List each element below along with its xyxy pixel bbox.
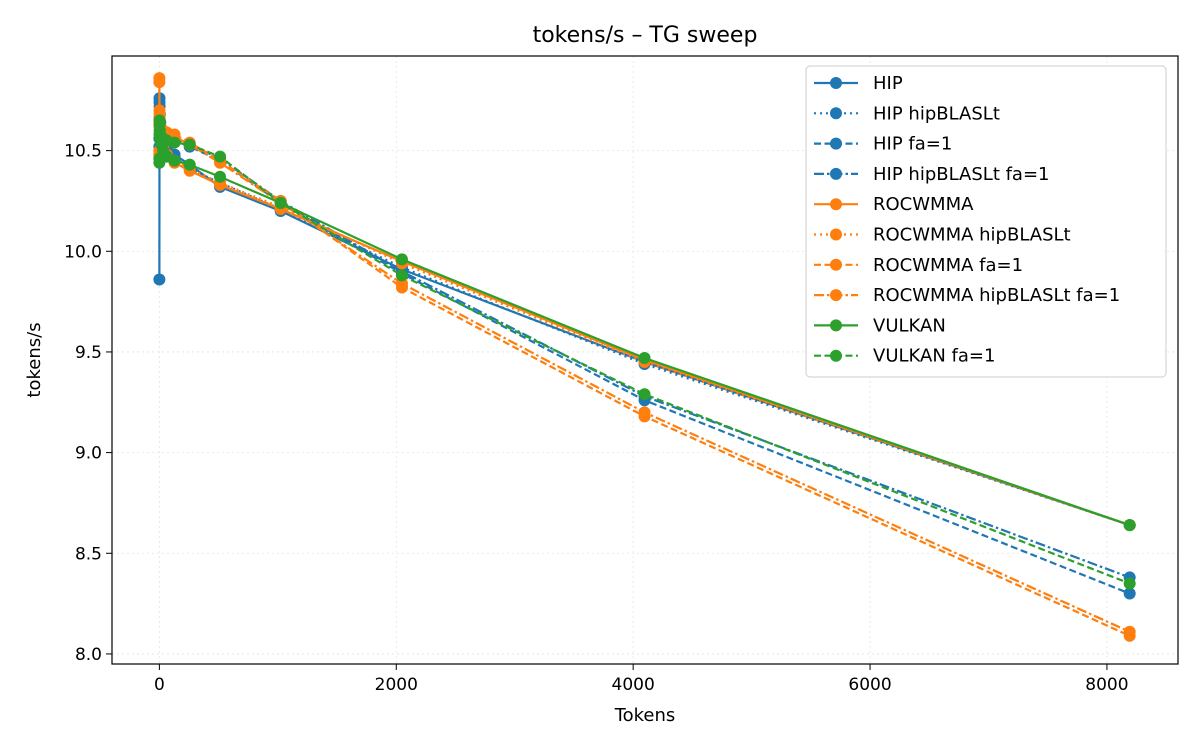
x-tick-label: 6000 — [848, 675, 891, 695]
axis-ticks: 0 2000 4000 6000 8000 8.0 8.5 9.0 9.5 10.0 10.5 — [64, 142, 1128, 695]
legend-item: ROCWMMA hipBLASLt fa=1 — [814, 285, 1120, 306]
legend-label: HIP hipBLASLt fa=1 — [873, 164, 1050, 185]
legend-marker — [830, 137, 842, 150]
legend-label: ROCWMMA hipBLASLt fa=1 — [873, 285, 1120, 306]
legend-label: ROCWMMA hipBLASLt — [873, 225, 1071, 246]
legend-marker — [830, 107, 842, 120]
legend-label: VULKAN fa=1 — [873, 346, 995, 367]
legend-marker — [830, 167, 842, 180]
y-tick-label: 9.0 — [75, 444, 102, 464]
legend-item: VULKAN — [814, 315, 946, 336]
data-point — [183, 138, 196, 151]
data-point — [153, 273, 166, 286]
legend-label: VULKAN — [873, 315, 946, 336]
y-tick-label: 8.5 — [75, 544, 102, 564]
data-point — [638, 351, 651, 364]
data-point — [395, 253, 408, 266]
data-point — [1123, 577, 1136, 590]
legend-item: ROCWMMA — [814, 194, 974, 215]
data-point — [395, 269, 408, 282]
legend-marker — [830, 289, 842, 302]
data-point — [214, 150, 227, 163]
data-point — [1123, 625, 1136, 638]
data-series — [153, 72, 1136, 642]
chart-title: tokens/s – TG sweep — [533, 23, 758, 48]
legend-item: HIP — [814, 73, 903, 94]
legend-box — [805, 65, 1167, 378]
legend-marker — [830, 228, 842, 241]
x-tick-label: 2000 — [375, 675, 418, 695]
legend-marker — [830, 258, 842, 271]
legend-label: HIP fa=1 — [873, 134, 952, 155]
legend-label: HIP — [873, 73, 903, 94]
y-tick-label: 10.5 — [64, 142, 102, 162]
x-tick-label: 8000 — [1085, 675, 1128, 695]
legend-item: HIP hipBLASLt fa=1 — [814, 164, 1050, 185]
legend-label: HIP hipBLASLt — [873, 103, 1000, 124]
legend-marker — [830, 349, 842, 362]
legend-item: VULKAN fa=1 — [814, 346, 995, 367]
legend: HIP HIP hipBLASLt HIP fa=1 HIP hipBLASLt fa… — [805, 65, 1167, 378]
y-tick-label: 8.0 — [75, 645, 102, 665]
data-point — [153, 152, 166, 165]
legend-label: ROCWMMA — [873, 194, 974, 215]
data-point — [183, 158, 196, 171]
data-point — [168, 136, 181, 149]
x-tick-label: 4000 — [612, 675, 655, 695]
x-axis-title: Tokens — [614, 705, 676, 726]
legend-marker — [830, 77, 842, 89]
x-tick-label: 0 — [154, 675, 165, 695]
data-point — [153, 114, 166, 127]
y-tick-label: 9.5 — [75, 343, 102, 363]
data-point — [1123, 519, 1136, 532]
data-point — [638, 406, 651, 419]
data-point — [274, 196, 287, 209]
plot-frame — [111, 55, 1179, 665]
legend-item: HIP hipBLASLt — [814, 103, 1000, 124]
legend-item: HIP fa=1 — [814, 134, 952, 155]
data-point — [168, 154, 181, 167]
data-point — [153, 72, 166, 85]
legend-marker — [830, 319, 842, 332]
legend-label: ROCWMMA fa=1 — [873, 255, 1023, 276]
legend-marker — [830, 198, 842, 211]
data-point — [1123, 587, 1136, 600]
series-vulkan-fa-1 — [153, 114, 1136, 590]
data-point — [638, 388, 651, 401]
data-point — [214, 170, 227, 183]
legend-item: ROCWMMA fa=1 — [814, 255, 1023, 276]
y-tick-label: 10.0 — [64, 242, 102, 262]
legend-item: ROCWMMA hipBLASLt — [814, 225, 1071, 246]
y-axis-title: tokens/s — [24, 322, 45, 397]
